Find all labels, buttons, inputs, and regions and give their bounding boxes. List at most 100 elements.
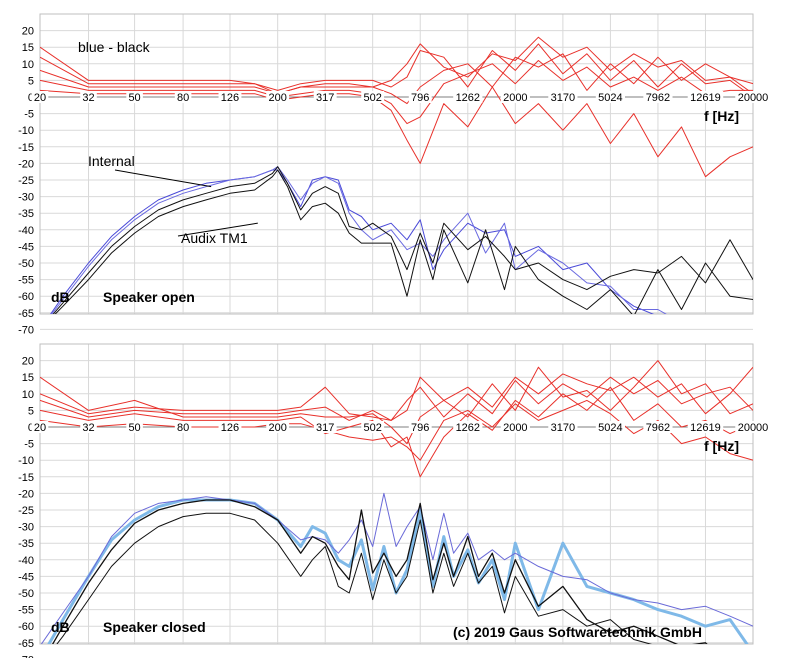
x-tick-label-bg: [31, 91, 49, 103]
response-series-line: [56, 512, 653, 644]
x-tick-label: 12619: [690, 422, 721, 434]
y-tick-label: -65: [18, 308, 34, 320]
y-tick-label: -20: [18, 488, 34, 500]
response-series-line: [50, 169, 655, 314]
series-group: [40, 360, 753, 644]
x-tick-label-bg: [126, 421, 143, 433]
y-tick-label: -35: [18, 538, 34, 550]
difference-series-line: [40, 43, 753, 98]
annotation-leader-line: [177, 222, 258, 237]
x-tick-label: 7962: [646, 92, 670, 104]
x-tick-label-bg: [80, 421, 97, 433]
x-tick-label-bg: [595, 421, 626, 433]
x-tick-label: 796: [411, 422, 429, 434]
x-tick-label: 126: [221, 422, 239, 434]
x-tick-label-bg: [266, 421, 290, 433]
y-tick-label: -45: [18, 241, 34, 253]
response-series-line: [52, 166, 753, 314]
x-tick-label-bg: [313, 91, 337, 103]
y-tick-label: -50: [18, 588, 34, 600]
difference-series-line: [40, 36, 753, 95]
x-tick-label: 32: [82, 422, 94, 434]
difference-series-line: [40, 360, 753, 445]
x-tick-label: 5024: [598, 422, 622, 434]
series-annotation: Audix TM1: [181, 230, 248, 246]
y-tick-label: -20: [18, 158, 34, 170]
x-tick-label: 2000: [503, 422, 527, 434]
x-tick-label-bg: [408, 421, 432, 433]
x-tick-label-bg: [735, 91, 771, 103]
x-tick-label: 317: [316, 422, 334, 434]
x-tick-label: 796: [411, 92, 429, 104]
x-tick-label-bg: [266, 91, 290, 103]
x-tick-label: 3170: [551, 422, 575, 434]
copyright-notice: (c) 2019 Gaus Softwaretechnik GmbH: [453, 624, 702, 640]
y-tick-label: -25: [18, 175, 34, 187]
x-tick-label-bg: [453, 421, 483, 433]
y-tick-label: -10: [18, 125, 34, 137]
difference-series-line: [40, 53, 753, 105]
x-tick-label-bg: [643, 421, 673, 433]
x-tick-label-bg: [31, 421, 49, 433]
x-tick-label-bg: [174, 421, 192, 433]
y-tick-label: -65: [18, 638, 34, 650]
series-group: [40, 36, 753, 314]
y-tick-label: -10: [18, 455, 34, 467]
x-tick-label-bg: [500, 91, 530, 103]
x-tick-label-bg: [453, 91, 483, 103]
chart-panel-top: 20151050-5-10-15-20-25-30-35-40-45-50-55…: [18, 13, 771, 336]
response-series-line: [54, 169, 753, 314]
x-tick-label: 2000: [503, 92, 527, 104]
y-tick-label: -55: [18, 605, 34, 617]
x-tick-label: 20: [34, 422, 46, 434]
series-annotation: blue - black: [78, 39, 151, 55]
x-tick-label-bg: [643, 91, 673, 103]
panel-title: Speaker closed: [103, 619, 206, 635]
y-tick-label: 5: [28, 405, 34, 417]
x-tick-label-bg: [313, 421, 337, 433]
x-tick-label-bg: [500, 421, 530, 433]
x-tick-label-bg: [361, 421, 385, 433]
y-tick-label: -70: [18, 654, 34, 658]
x-tick-label-bg: [361, 91, 385, 103]
y-tick-label: 15: [22, 372, 34, 384]
y-tick-label: 20: [22, 356, 34, 368]
x-tick-label: 126: [221, 92, 239, 104]
y-tick-label: -40: [18, 225, 34, 237]
x-tick-label: 502: [363, 422, 381, 434]
x-tick-label: 20: [34, 92, 46, 104]
y-tick-label: -30: [18, 522, 34, 534]
x-tick-label-bg: [548, 421, 578, 433]
x-tick-label: 20000: [738, 92, 769, 104]
x-tick-label: 317: [316, 92, 334, 104]
response-series-line: [40, 492, 753, 644]
y-tick-label: 10: [22, 389, 34, 401]
y-tick-label: 0: [28, 422, 34, 434]
x-tick-label: 502: [363, 92, 381, 104]
y-tick-label: -5: [24, 109, 34, 121]
x-tick-label-bg: [687, 91, 724, 103]
x-tick-label: 200: [268, 92, 286, 104]
difference-series-line: [40, 376, 753, 421]
x-tick-label-bg: [80, 91, 97, 103]
x-tick-label-bg: [735, 421, 771, 433]
y-tick-label: -50: [18, 258, 34, 270]
x-tick-label: 1262: [456, 92, 480, 104]
x-tick-label-bg: [126, 91, 143, 103]
y-tick-label: -5: [24, 439, 34, 451]
x-tick-label-bg: [218, 421, 242, 433]
x-tick-label: 50: [128, 422, 140, 434]
x-axis-unit-label: f [Hz]: [704, 438, 739, 454]
plot-frame: [39, 13, 754, 315]
y-tick-label: -45: [18, 571, 34, 583]
x-tick-label: 32: [82, 92, 94, 104]
response-series-line: [51, 499, 708, 644]
difference-series-line: [40, 386, 753, 478]
y-tick-label: 20: [22, 26, 34, 38]
y-tick-label: -15: [18, 472, 34, 484]
panel-title: Speaker open: [103, 289, 195, 305]
y-tick-label: -25: [18, 505, 34, 517]
x-tick-label-bg: [174, 91, 192, 103]
x-tick-label-bg: [408, 91, 432, 103]
y-tick-label: -60: [18, 291, 34, 303]
